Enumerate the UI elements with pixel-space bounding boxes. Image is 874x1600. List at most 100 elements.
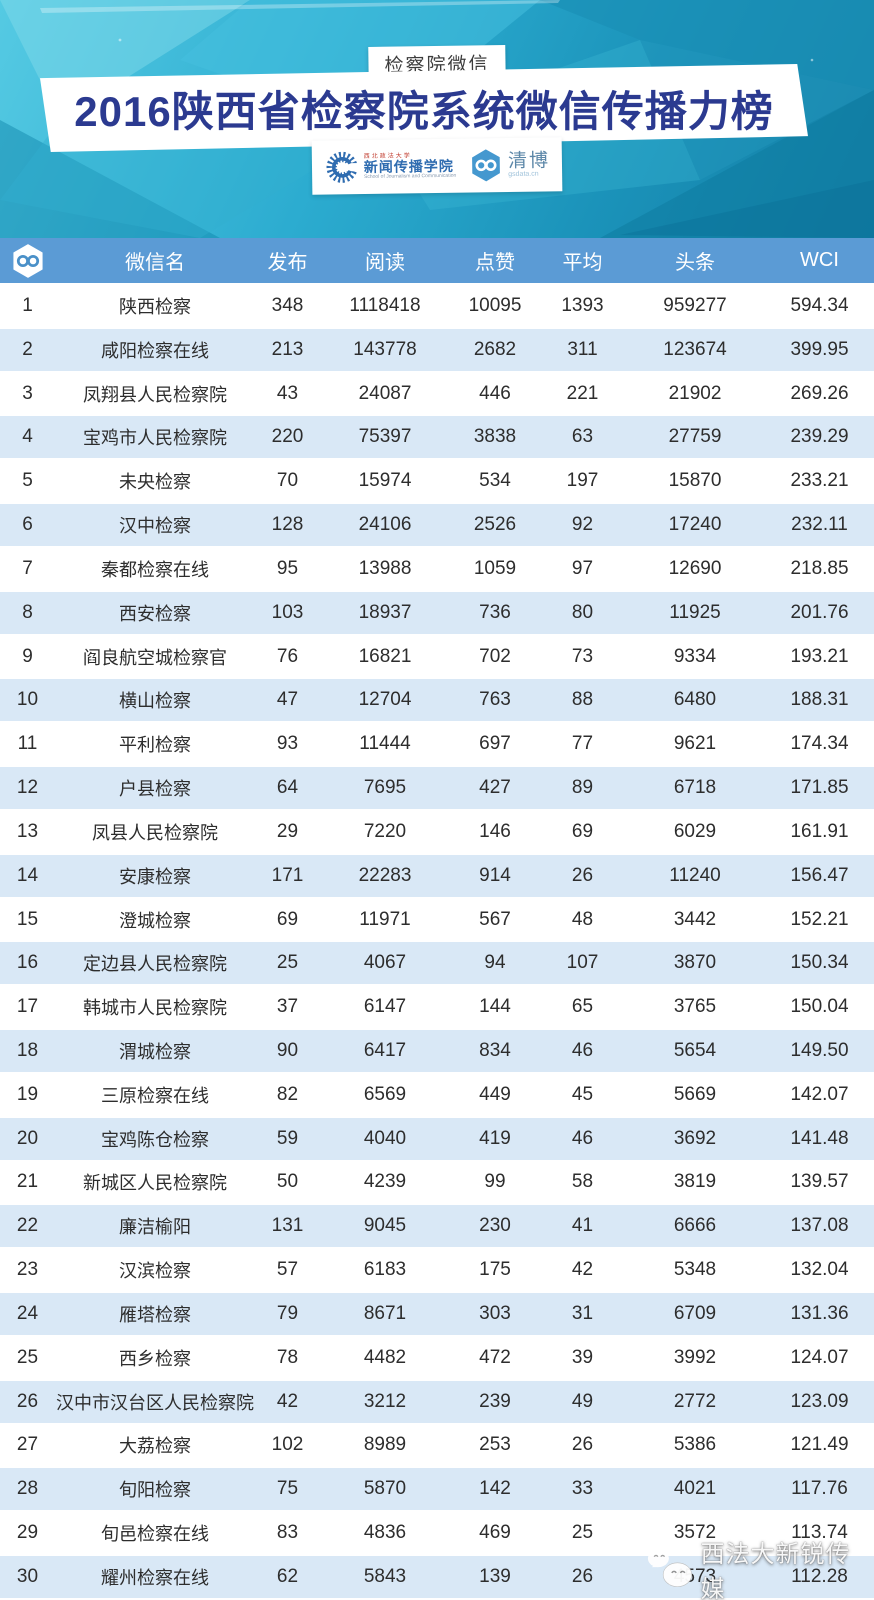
headline-cell: 3692 bbox=[673, 1127, 717, 1149]
average-cell: 46 bbox=[571, 1039, 594, 1061]
reads-cell: 11971 bbox=[359, 908, 411, 930]
publish-cell: 128 bbox=[271, 514, 304, 536]
average-cell: 48 bbox=[571, 908, 594, 930]
table-row: 5 未央检察 70 15974 534 197 15870 233.21 bbox=[0, 460, 874, 505]
likes-cell: 472 bbox=[479, 1346, 511, 1368]
average-cell: 92 bbox=[571, 514, 594, 536]
headline-cell: 6709 bbox=[673, 1302, 717, 1324]
account-name-cell: 阎良航空城检察官 bbox=[83, 647, 227, 668]
wci-cell: 149.50 bbox=[790, 1039, 849, 1061]
headline-cell: 9621 bbox=[673, 733, 717, 755]
logo-strip: 西北政法大学 新闻传播学院 School of Journalism and C… bbox=[311, 137, 563, 195]
likes-cell: 146 bbox=[479, 820, 511, 842]
likes-cell: 736 bbox=[479, 601, 511, 623]
likes-cell: 763 bbox=[479, 689, 511, 711]
table-row: 27 大荔检察 102 8989 253 26 5386 121.49 bbox=[0, 1424, 874, 1469]
reads-cell: 8989 bbox=[363, 1434, 407, 1456]
account-name-cell: 旬邑检察在线 bbox=[101, 1524, 209, 1545]
publish-cell: 95 bbox=[276, 557, 299, 579]
rank-cell: 17 bbox=[16, 996, 39, 1018]
average-cell: 42 bbox=[571, 1259, 594, 1281]
table-row: 12 户县检察 64 7695 427 89 6718 171.85 bbox=[0, 767, 874, 811]
headline-cell: 27759 bbox=[668, 426, 722, 448]
likes-cell: 1059 bbox=[473, 557, 517, 579]
table-header-row: 微信名 发布 阅读 点赞 平均 头条 WCI bbox=[0, 238, 874, 285]
average-cell: 63 bbox=[571, 426, 594, 448]
reads-cell: 22283 bbox=[358, 864, 412, 886]
table-row: 24 雁塔检察 79 8671 303 31 6709 131.36 bbox=[0, 1293, 874, 1337]
header-banner-section: 检察院微信 2016陕西省检察院系统微信传播力榜 西北政法大学 新闻传播学院 S… bbox=[0, 0, 874, 238]
likes-cell: 446 bbox=[479, 382, 511, 404]
rank-cell: 18 bbox=[16, 1039, 39, 1061]
reads-cell: 15974 bbox=[358, 470, 412, 492]
table-row: 1 陕西检察 348 1118418 10095 1393 959277 594… bbox=[0, 285, 874, 329]
publish-cell: 131 bbox=[271, 1215, 304, 1237]
table-row: 3 凤翔县人民检察院 43 24087 446 221 21902 269.26 bbox=[0, 372, 874, 417]
average-cell: 31 bbox=[571, 1302, 594, 1324]
headline-cell: 5669 bbox=[673, 1083, 717, 1105]
publish-cell: 75 bbox=[276, 1478, 299, 1500]
average-cell: 45 bbox=[571, 1083, 594, 1105]
likes-cell: 94 bbox=[484, 952, 506, 974]
average-cell: 49 bbox=[571, 1390, 594, 1412]
publish-cell: 50 bbox=[276, 1171, 299, 1193]
school-logo: 西北政法大学 新闻传播学院 School of Journalism and C… bbox=[324, 148, 457, 186]
wci-cell: 141.48 bbox=[790, 1127, 849, 1149]
headline-cell: 4021 bbox=[673, 1478, 717, 1500]
publish-cell: 42 bbox=[276, 1390, 299, 1412]
account-name-cell: 大荔检察 bbox=[119, 1436, 191, 1457]
rank-cell: 21 bbox=[16, 1171, 39, 1193]
average-cell: 58 bbox=[571, 1171, 594, 1193]
headline-cell: 15870 bbox=[668, 470, 722, 492]
likes-cell: 139 bbox=[479, 1565, 511, 1587]
rank-cell: 13 bbox=[16, 820, 39, 842]
average-cell: 69 bbox=[571, 820, 594, 842]
likes-cell: 3838 bbox=[473, 426, 517, 448]
average-cell: 197 bbox=[566, 470, 599, 492]
qingbo-hexagon-icon bbox=[472, 149, 501, 182]
reads-cell: 5870 bbox=[363, 1478, 407, 1500]
publish-cell: 83 bbox=[276, 1522, 299, 1544]
reads-cell: 1118418 bbox=[349, 294, 421, 316]
publish-cell: 43 bbox=[276, 382, 299, 404]
reads-cell: 7220 bbox=[363, 820, 407, 842]
reads-cell: 9045 bbox=[363, 1215, 407, 1237]
likes-cell: 175 bbox=[479, 1259, 511, 1281]
qingbo-name: 清博 bbox=[507, 150, 551, 173]
headline-cell: 6029 bbox=[673, 820, 717, 842]
publish-cell: 78 bbox=[276, 1346, 299, 1368]
likes-cell: 697 bbox=[479, 733, 511, 755]
publish-cell: 59 bbox=[276, 1127, 299, 1149]
watermark-text: 西法大新锐传媒 bbox=[700, 1541, 851, 1600]
qingbo-logo: 清博 gsdata.cn bbox=[468, 146, 551, 183]
watermark: 西法大新锐传媒 bbox=[646, 1534, 874, 1600]
average-cell: 65 bbox=[571, 996, 594, 1018]
reads-cell: 7695 bbox=[363, 777, 407, 799]
table-row: 19 三原检察在线 82 6569 449 45 5669 142.07 bbox=[0, 1073, 874, 1118]
reads-cell: 16821 bbox=[358, 645, 412, 667]
account-name-cell: 凤翔县人民检察院 bbox=[83, 384, 227, 405]
account-name-cell: 未央检察 bbox=[119, 472, 191, 493]
table-row: 25 西乡检察 78 4482 472 39 3992 124.07 bbox=[0, 1336, 874, 1381]
headline-cell: 21902 bbox=[668, 382, 722, 404]
reads-cell: 3212 bbox=[363, 1390, 407, 1412]
account-name-cell: 平利检察 bbox=[119, 735, 191, 756]
column-header-headline: 头条 bbox=[675, 252, 715, 274]
account-name-cell: 安康检察 bbox=[119, 866, 191, 887]
reads-cell: 13988 bbox=[358, 557, 412, 579]
rank-cell: 8 bbox=[22, 601, 33, 623]
headline-cell: 3765 bbox=[673, 996, 717, 1018]
likes-cell: 449 bbox=[479, 1083, 511, 1105]
rank-cell: 24 bbox=[16, 1302, 39, 1324]
publish-cell: 82 bbox=[276, 1083, 299, 1105]
average-cell: 26 bbox=[571, 864, 594, 886]
rank-cell: 1 bbox=[22, 294, 33, 316]
table-row: 26 汉中市汉台区人民检察院 42 3212 239 49 2772 123.0… bbox=[0, 1380, 874, 1425]
wci-cell: 121.49 bbox=[790, 1434, 849, 1456]
rank-cell: 7 bbox=[22, 557, 33, 579]
table-row: 28 旬阳检察 75 5870 142 33 4021 117.76 bbox=[0, 1468, 874, 1513]
likes-cell: 2682 bbox=[473, 338, 517, 360]
headline-cell: 6666 bbox=[673, 1215, 717, 1237]
table-row: 18 渭城检察 90 6417 834 46 5654 149.50 bbox=[0, 1030, 874, 1074]
headline-cell: 6480 bbox=[673, 689, 717, 711]
